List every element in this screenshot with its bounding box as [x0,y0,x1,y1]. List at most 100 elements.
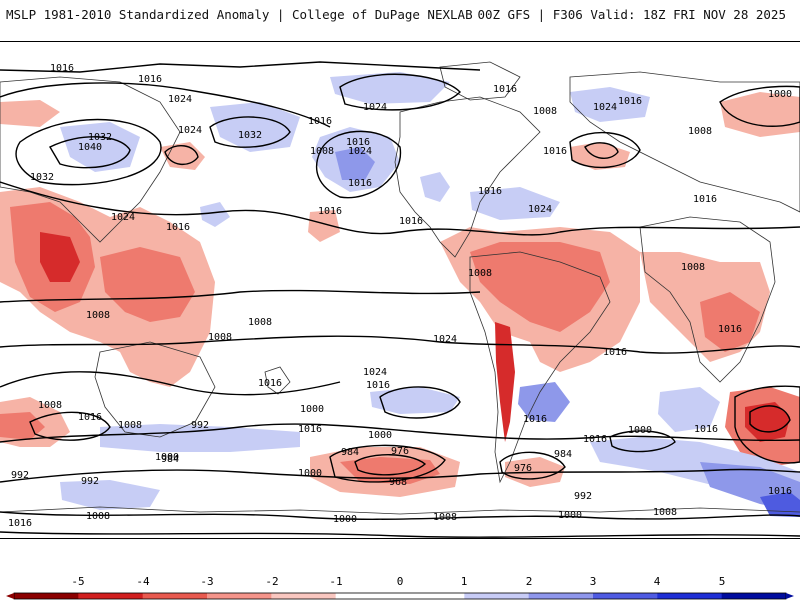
anomaly-region [745,402,790,442]
contour-label: 1008 [310,146,334,157]
contour-label: 1008 [118,420,142,431]
valid-time-label: 00Z GFS | F306 Valid: 18Z FRI NOV 28 202… [477,7,786,22]
contour-label: 1008 [86,310,110,321]
isobar-line [0,423,800,443]
contour-label: 1016 [138,74,162,85]
coastlines [0,61,800,515]
contour-label: 984 [341,447,359,458]
anomaly-region [495,322,515,442]
colorbar-segment [400,593,465,599]
anomaly-region [330,72,450,104]
anomaly-region [0,412,45,440]
contour-label: 1008 [681,262,705,273]
isobar-line [329,444,446,483]
isobar-line [569,131,641,169]
contour-label: 1016 [399,216,423,227]
isobar-line [499,451,566,480]
anomaly-region [700,292,760,352]
contour-label: 1000 [155,452,179,463]
anomaly-region [420,172,450,202]
contour-label: 1008 [653,507,677,518]
colorbar-segment [78,593,144,599]
coastline-australia [94,341,216,438]
contour-label: 1000 [298,468,322,479]
contour-label: 1032 [238,130,262,141]
coastline-eurasia [569,71,800,213]
anomaly-region [210,102,300,152]
contour-label: 1016 [694,424,718,435]
negative-anomaly-shading [0,92,800,497]
contour-label: 1024 [178,125,202,136]
anomaly-region [60,122,140,172]
anomaly-region [518,382,570,422]
contour-label: 1016 [50,63,74,74]
contour-label: 984 [554,449,572,460]
contour-label: 1008 [86,511,110,522]
contour-label: 1024 [168,94,192,105]
isobar-line [29,411,111,441]
contour-label: 984 [161,454,179,465]
anomaly-region [100,424,300,452]
anomaly-region [308,210,340,242]
contour-label: 1008 [688,126,712,137]
isobar-line [0,289,481,303]
anomaly-region [658,387,720,432]
contour-label: 1008 [208,332,232,343]
isobar-line [379,386,461,419]
coastline-north-america [394,96,541,258]
colorbar-tick-label: 1 [460,575,468,588]
isobar-line [0,335,800,354]
colorbar-segment [721,593,787,599]
colorbar: -5 -4 -3 -2 -1 0 1 2 3 4 5 [0,560,800,600]
anomaly-region [470,187,560,220]
contour-label: 1032 [30,172,54,183]
contour-label: 1024 [363,102,387,113]
contour-label: 1016 [366,380,390,391]
isobar-line [0,181,800,236]
contour-label: 1000 [300,404,324,415]
contour-label: 1016 [298,424,322,435]
colorbar-segment [528,593,594,599]
isobar-line [0,371,341,396]
colorbar-tick-label: -3 [200,575,214,588]
contour-label: 1000 [368,430,392,441]
colorbar-segment [335,593,401,599]
contour-label: 1024 [111,212,135,223]
contour-label: 1000 [628,425,652,436]
colorbar-segment [142,593,208,599]
contour-label: 976 [514,463,532,474]
contour-label: 1000 [768,89,792,100]
contour-label: 1024 [433,334,457,345]
colorbar-tick-label: 5 [718,575,726,588]
positive-anomaly-shading [60,72,800,517]
contour-label: 1016 [166,222,190,233]
colorbar-tick-label: 2 [525,575,533,588]
isobar-line [15,118,162,186]
coastline-africa [639,216,776,383]
contour-label: 992 [11,470,29,481]
map-title: MSLP 1981-2010 Standardized Anomaly | Co… [6,7,473,22]
contour-label: 1000 [558,510,582,521]
isobar-line [0,511,800,520]
map-panel[interactable]: 1016 1016 1024 1032 1040 1032 1024 1016 1024 1032… [0,41,800,539]
anomaly-region [570,87,650,122]
anomaly-region [470,242,610,332]
contour-label: 1024 [528,204,552,215]
isobar-line [0,61,481,73]
colorbar-tick-label: 0 [396,575,404,588]
contour-label: 1016 [348,178,372,189]
isobar-line [749,405,791,433]
colorbar-segment [464,593,530,599]
contour-label: 1016 [308,116,332,127]
anomaly-region [60,480,160,510]
anomaly-region [40,232,80,282]
colorbar-tick-label: 3 [589,575,597,588]
coastline-greenland [439,61,521,101]
contour-label: 1016 [768,486,792,497]
contour-label: 1008 [533,106,557,117]
coastline-antarctica [0,506,800,515]
isobar-line [719,85,800,127]
contour-label: 1008 [248,317,272,328]
